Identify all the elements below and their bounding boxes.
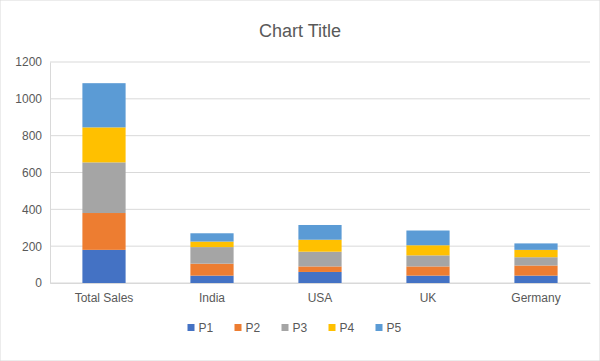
bar-segment [190,233,233,241]
x-tick-label: Total Sales [75,291,134,305]
bar-segment [406,255,449,266]
bar-segment [298,252,341,267]
bar-segment [514,276,557,283]
bar-segment [298,266,341,272]
x-tick-label: Germany [511,291,560,305]
y-tick: 1200 [15,55,50,69]
y-tick-label: 0 [35,276,42,290]
legend: P1 P2 P3 P4 P5 [188,321,402,335]
bar-segment [82,127,125,162]
legend-swatch [235,324,242,331]
y-axis-line [50,63,51,284]
bar-segment [514,250,557,257]
bar-segment [298,272,341,283]
bar-segment [406,231,449,246]
grid-line [50,62,590,63]
bar-segment [298,225,341,240]
bar-segment [190,247,233,264]
bar-segment [406,245,449,255]
bar-segment [298,240,341,252]
y-tick: 200 [22,240,50,254]
y-tick-label: 600 [22,166,42,180]
grid-line [50,209,590,210]
y-tick-label: 800 [22,129,42,143]
legend-label: P1 [199,321,214,335]
grid-line [50,98,590,99]
y-tick-label: 200 [22,240,42,254]
x-tick: India [199,283,225,305]
bar-segment [514,243,557,249]
bar-segment [190,264,233,276]
x-tick-label: USA [308,291,333,305]
grid-line [50,135,590,136]
bar-segment [406,276,449,283]
bar-segment [514,257,557,265]
legend-swatch [188,324,195,331]
x-tick-label: India [199,291,225,305]
legend-item: P5 [376,321,402,335]
y-tick-label: 1000 [15,92,42,106]
bar-segment [82,162,125,213]
bar-segment [82,250,125,283]
grid [50,62,590,283]
bar-segment [82,83,125,127]
bar-segment [190,242,233,248]
x-tick: Total Sales [75,283,134,305]
grid-line [50,172,590,173]
legend-label: P3 [293,321,308,335]
bar-segment [406,266,449,275]
y-tick: 0 [35,276,50,290]
x-tick-label: UK [420,291,437,305]
plot: 0 200 400 600 800 1000 1200 Total Sales India USA… [15,55,590,304]
x-tick: USA [308,283,333,305]
chart: 0 200 400 600 800 1000 1200 Total Sales India USA… [0,0,600,361]
y-tick: 600 [22,166,50,180]
y-tick-label: 1200 [15,55,42,69]
y-tick: 800 [22,129,50,143]
y-tick: 400 [22,203,50,217]
legend-label: P4 [340,321,355,335]
legend-item: P3 [282,321,308,335]
x-axis: Total Sales India USA UK Germany [51,283,591,305]
legend-swatch [376,324,383,331]
legend-swatch [329,324,336,331]
title: Chart Title [259,21,341,41]
y-tick-label: 400 [22,203,42,217]
legend-label: P2 [246,321,261,335]
x-tick: UK [420,283,437,305]
bars [82,83,557,283]
x-axis-line [51,283,591,284]
bar-segment [514,266,557,276]
legend-item: P1 [188,321,214,335]
legend-item: P4 [329,321,355,335]
legend-swatch [282,324,289,331]
background [0,0,600,361]
legend-label: P5 [387,321,402,335]
x-tick: Germany [511,283,560,305]
y-tick: 1000 [15,92,50,106]
legend-item: P2 [235,321,261,335]
bar-segment [190,276,233,283]
bar-segment [82,213,125,250]
y-axis: 0 200 400 600 800 1000 1200 [15,55,50,290]
